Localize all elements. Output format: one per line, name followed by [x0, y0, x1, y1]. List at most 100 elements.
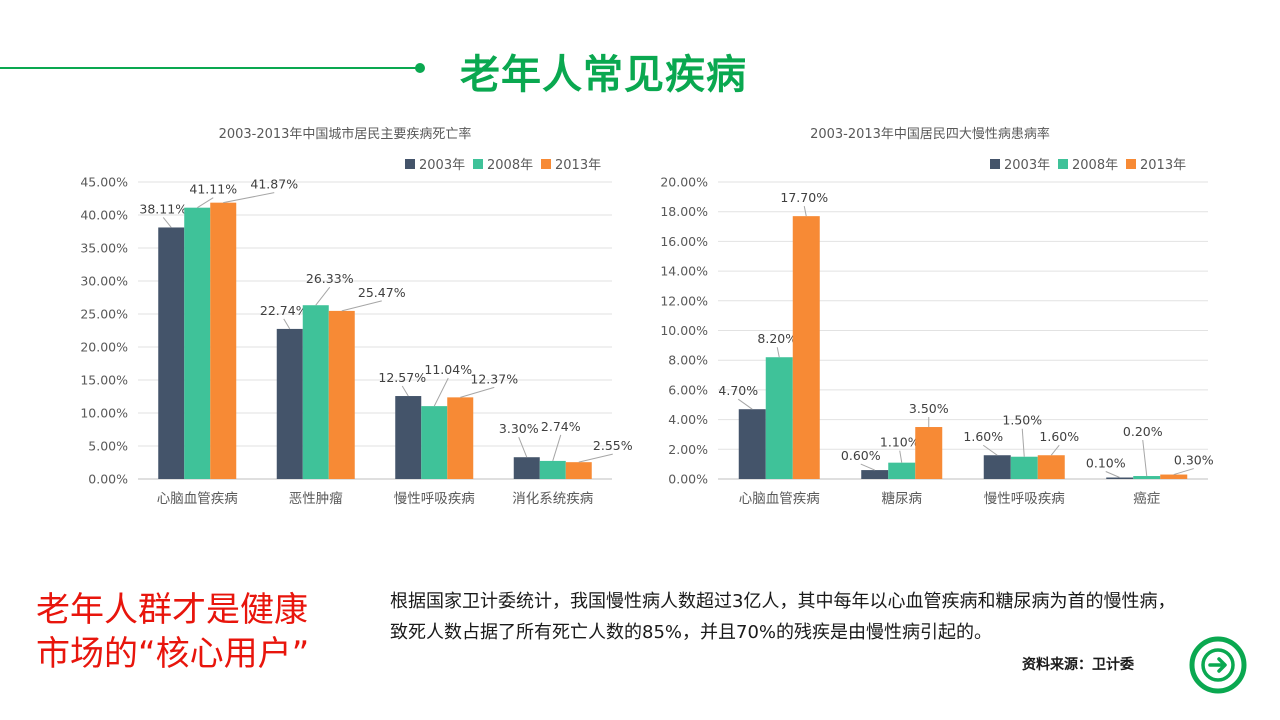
bar: [539, 460, 566, 479]
legend-label: 2008年: [1072, 158, 1118, 173]
y-tick-label: 5.00%: [88, 439, 128, 454]
data-label: 12.57%: [378, 370, 426, 385]
bar: [447, 397, 474, 479]
legend-swatch: [405, 159, 415, 169]
legend-label: 2008年: [487, 158, 533, 173]
label-leader-line: [401, 385, 409, 397]
category-label: 心脑血管疾病: [739, 491, 820, 507]
data-label: 3.50%: [909, 401, 949, 416]
data-label: 11.04%: [424, 362, 472, 377]
category-label: 心脑血管疾病: [157, 491, 238, 507]
data-label: 4.70%: [718, 383, 758, 398]
y-tick-label: 30.00%: [80, 274, 128, 289]
bar: [738, 409, 766, 479]
chart-title: 2003-2013年中国城市居民主要疾病死亡率: [219, 126, 472, 142]
bar: [158, 227, 185, 479]
bar: [513, 457, 540, 479]
y-tick-label: 4.00%: [668, 412, 708, 427]
bar: [1037, 455, 1065, 479]
label-leader-line: [1021, 428, 1025, 457]
bar: [1133, 476, 1161, 479]
y-tick-label: 6.00%: [668, 382, 708, 397]
bar: [1106, 477, 1134, 479]
y-tick-label: 10.00%: [80, 406, 128, 421]
label-leader-line: [518, 437, 528, 458]
y-tick-label: 0.00%: [668, 472, 708, 487]
headline: 老年人群才是健康 市场的“核心用户”: [36, 588, 356, 676]
y-tick-label: 2.00%: [668, 442, 708, 457]
legend-label: 2003年: [419, 158, 465, 173]
label-leader-line: [162, 217, 172, 228]
bar: [1160, 474, 1188, 479]
category-label: 慢性呼吸疾病: [394, 490, 475, 507]
y-tick-label: 20.00%: [80, 340, 128, 355]
bar: [915, 427, 943, 479]
data-label: 0.10%: [1086, 456, 1126, 471]
bar: [302, 305, 329, 479]
category-label: 癌症: [1133, 491, 1160, 507]
arrow-right-circle-icon: [1189, 636, 1247, 694]
body-paragraph: 根据国家卫计委统计，我国慢性病人数超过3亿人，其中每年以心血管疾病和糖尿病为首的…: [390, 591, 1176, 643]
label-leader-line: [341, 300, 382, 312]
y-tick-label: 15.00%: [80, 373, 128, 388]
y-tick-label: 35.00%: [80, 241, 128, 256]
data-label: 3.30%: [499, 421, 539, 436]
data-label: 0.60%: [841, 448, 881, 463]
data-label: 2.74%: [541, 419, 581, 434]
legend-swatch: [990, 159, 1000, 169]
label-leader-line: [196, 197, 214, 209]
data-label: 2.55%: [593, 438, 633, 453]
data-label: 26.33%: [306, 271, 354, 286]
bar: [395, 396, 422, 479]
bar: [421, 406, 448, 479]
title-divider-line: [0, 67, 418, 69]
label-leader-line: [1050, 444, 1060, 456]
y-tick-label: 0.00%: [88, 472, 128, 487]
bar: [565, 462, 592, 479]
label-leader-line: [860, 463, 875, 471]
label-leader-line: [433, 377, 449, 407]
next-button[interactable]: [1188, 635, 1248, 695]
y-tick-label: 12.00%: [660, 293, 708, 308]
bar: [276, 328, 303, 479]
bar: [861, 470, 889, 479]
data-label: 0.30%: [1174, 453, 1214, 468]
label-leader-line: [1105, 471, 1120, 478]
bar: [983, 455, 1011, 479]
label-leader-line: [776, 347, 780, 358]
bar: [328, 310, 355, 479]
legend-swatch: [1126, 159, 1136, 169]
label-leader-line: [578, 453, 613, 463]
label-leader-line: [803, 206, 807, 217]
category-label: 恶性肿瘤: [289, 490, 343, 507]
data-label: 17.70%: [780, 190, 828, 205]
data-label: 1.10%: [880, 435, 920, 450]
label-leader-line: [737, 398, 753, 410]
data-label: 38.11%: [139, 201, 187, 216]
legend-swatch: [473, 159, 483, 169]
source-note: 资料来源：卫计委: [1022, 657, 1134, 673]
label-leader-line: [982, 444, 998, 456]
data-label: 25.47%: [358, 285, 406, 300]
legend-label: 2013年: [1140, 158, 1186, 173]
title-divider-dot: [415, 63, 425, 73]
data-label: 1.60%: [963, 429, 1003, 444]
data-label: 41.87%: [250, 177, 298, 192]
label-leader-line: [223, 192, 275, 204]
category-label: 慢性呼吸疾病: [984, 490, 1065, 507]
prevalence-bar-chart: 2003-2013年中国居民四大慢性病患病率 2003年 2008年 2013年 0.0…: [660, 126, 1214, 507]
data-label: 8.20%: [757, 331, 797, 346]
legend-label: 2013年: [555, 158, 601, 173]
y-tick-label: 40.00%: [80, 208, 128, 223]
data-label: 1.60%: [1039, 429, 1079, 444]
page-title: 老年人常见疾病: [460, 52, 747, 98]
bar: [792, 216, 820, 479]
legend-swatch: [541, 159, 551, 169]
legend-swatch: [1058, 159, 1068, 169]
label-leader-line: [283, 318, 291, 330]
bar: [1010, 456, 1038, 479]
bar: [765, 357, 793, 479]
y-tick-label: 45.00%: [80, 175, 128, 190]
y-tick-label: 25.00%: [80, 307, 128, 322]
bar: [210, 202, 237, 479]
